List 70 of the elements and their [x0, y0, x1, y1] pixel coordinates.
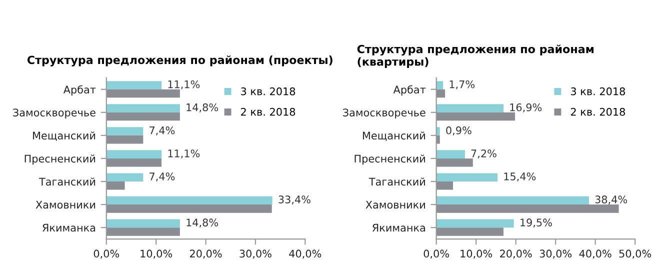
- y-tick-label: Таганский: [368, 178, 425, 186]
- data-label: 11,1%: [168, 80, 200, 90]
- y-tick-label: Арбат: [63, 85, 96, 96]
- bar: [106, 173, 144, 182]
- data-label: 38,4%: [595, 196, 628, 204]
- data-label: 7,4%: [150, 126, 175, 136]
- legend-label: 3 кв. 2018: [241, 87, 296, 96]
- data-label: 7,4%: [150, 172, 175, 182]
- y-tick-label: Мещанский: [362, 132, 425, 141]
- bar: [106, 158, 162, 167]
- bar: [436, 219, 514, 228]
- x-tick-label: 10,0%: [460, 250, 492, 259]
- x-tick-label: 30,0%: [240, 250, 272, 259]
- data-label: 1,7%: [450, 80, 475, 90]
- bar: [106, 196, 272, 205]
- bar: [436, 204, 619, 213]
- bar: [436, 181, 454, 190]
- bar: [436, 196, 589, 205]
- bar: [436, 158, 473, 167]
- x-tick-label: 20,0%: [190, 250, 222, 259]
- y-tick-label: Хамовники: [366, 200, 425, 209]
- x-tick-label: 30,0%: [540, 250, 572, 259]
- chart-title: Структура предложения по районам (проекты): [27, 55, 332, 66]
- data-label: 0,9%: [446, 126, 472, 136]
- bar: [436, 150, 465, 158]
- data-label: 19,5%: [520, 218, 552, 228]
- legend-label: 2 кв. 2018: [241, 108, 296, 116]
- bar: [106, 135, 144, 144]
- bar: [106, 150, 162, 158]
- y-tick-label: Мещанский: [33, 132, 96, 141]
- y-tick-label: Хамовники: [36, 200, 96, 209]
- bar: [106, 112, 180, 121]
- x-tick-label: 50,0%: [619, 250, 652, 259]
- data-label: 16,9%: [510, 103, 542, 112]
- y-tick-label: Замоскворечье: [13, 108, 96, 119]
- x-tick-label: 40,0%: [579, 250, 612, 259]
- y-tick-label: Якиманка: [372, 224, 425, 232]
- bar: [436, 173, 498, 182]
- bar: [436, 104, 504, 112]
- bar: [106, 81, 162, 90]
- y-tick-label: Таганский: [38, 178, 96, 186]
- legend-label: 2 кв. 2018: [570, 108, 625, 116]
- x-tick-label: 10,0%: [140, 250, 172, 259]
- data-label: 15,4%: [504, 172, 536, 182]
- x-tick-label: 40,0%: [289, 250, 322, 259]
- y-tick-label: Арбат: [393, 85, 426, 96]
- y-tick-label: Якиманка: [42, 224, 96, 232]
- data-label: 11,1%: [168, 149, 200, 158]
- x-tick-label: 0,0%: [424, 250, 449, 259]
- y-tick-label: Пресненский: [24, 154, 96, 165]
- data-label: 14,8%: [186, 218, 218, 228]
- bar: [106, 181, 125, 190]
- data-label: 7,2%: [471, 149, 496, 158]
- bar: [106, 127, 144, 136]
- bar: [106, 89, 180, 98]
- x-tick-label: 0,0%: [94, 250, 120, 259]
- data-label: 14,8%: [186, 103, 218, 112]
- bar: [436, 112, 516, 121]
- bar: [106, 228, 180, 236]
- data-label: 33,4%: [278, 196, 310, 204]
- bar: [436, 228, 504, 236]
- legend-label: 3 кв. 2018: [570, 87, 625, 96]
- x-tick-label: 20,0%: [500, 250, 532, 259]
- bar: [106, 219, 180, 228]
- bar: [106, 104, 180, 112]
- chart-title: Структура предложения по районам (квартиры): [357, 44, 594, 68]
- y-tick-label: Замоскворечье: [343, 108, 426, 119]
- bar: [106, 204, 272, 213]
- y-tick-label: Пресненский: [354, 154, 425, 165]
- bar: [436, 81, 444, 90]
